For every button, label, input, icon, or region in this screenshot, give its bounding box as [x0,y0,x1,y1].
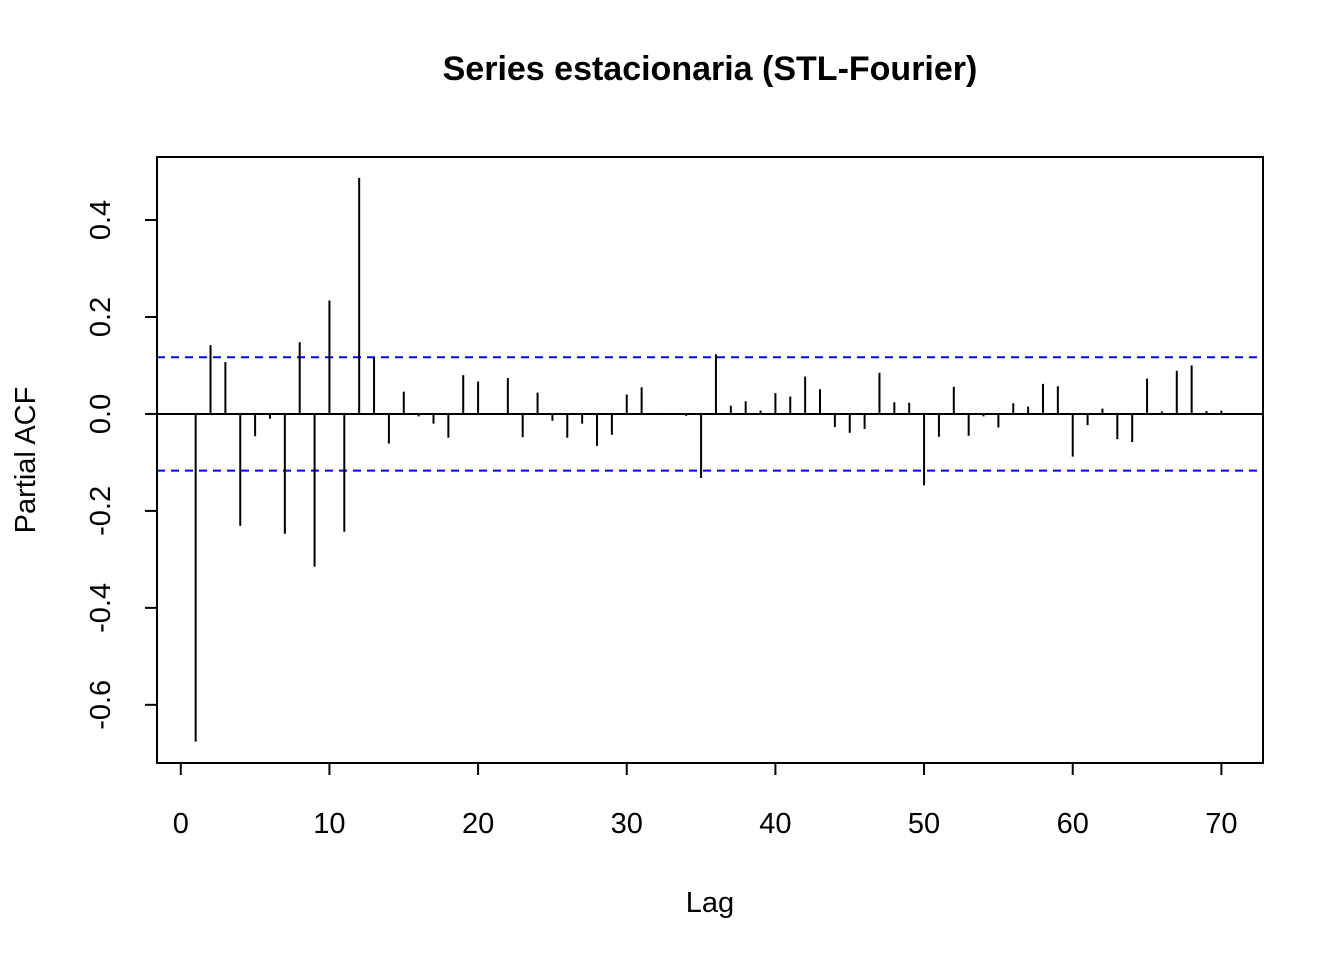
y-tick-label: 0.0 [85,394,117,434]
x-axis-label: Lag [686,887,734,919]
x-tick-label: 20 [462,808,494,840]
x-tick-label: 30 [611,808,643,840]
pacf-bars-group [194,177,1223,742]
x-tick-label: 10 [313,808,345,840]
x-tick-label: 0 [173,808,189,840]
y-tick-label: -0.6 [85,680,117,730]
y-tick-label: 0.4 [85,200,117,240]
x-tick-label: 70 [1205,808,1237,840]
y-axis: -0.6 -0.4 -0.2 0.0 0.2 0.4 [85,200,158,730]
y-tick-label: -0.2 [85,486,117,536]
x-tick-label: 50 [908,808,940,840]
x-tick-label: 60 [1057,808,1089,840]
confidence-bounds-group [157,356,1263,472]
y-tick-label: -0.4 [85,583,117,633]
y-axis-label: Partial ACF [10,387,42,534]
plot-frame [156,156,1264,764]
x-tick-label: 40 [759,808,791,840]
chart-title: Series estacionaria (STL-Fourier) [443,50,978,88]
x-axis: 0 10 20 30 40 50 60 70 [173,762,1238,840]
y-tick-label: 0.2 [85,297,117,337]
